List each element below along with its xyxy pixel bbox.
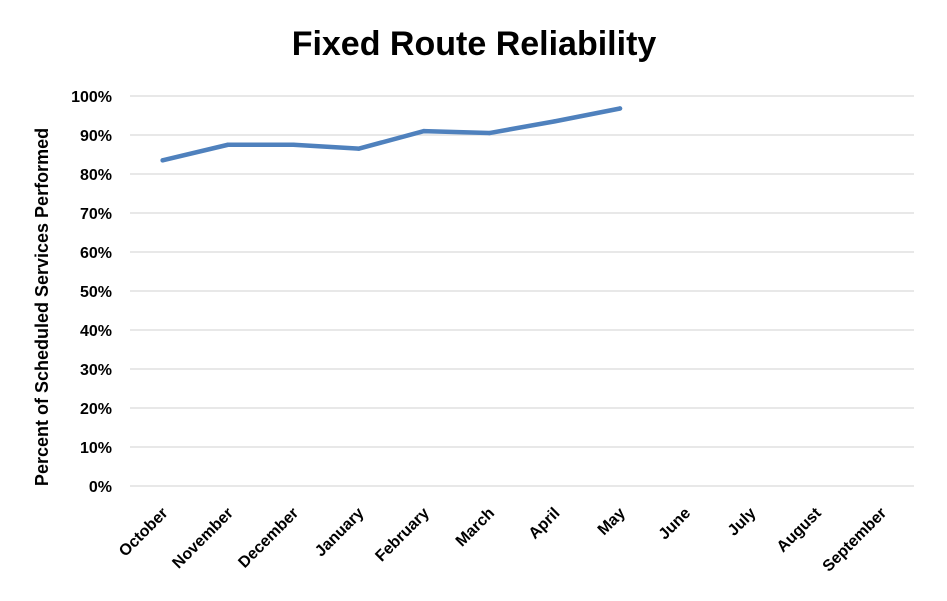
x-tick-label: August	[774, 504, 825, 555]
x-tick-label: March	[453, 505, 498, 550]
chart-title: Fixed Route Reliability	[292, 25, 657, 63]
y-tick-label: 20%	[80, 401, 112, 418]
series-line	[160, 106, 623, 163]
data-point	[291, 142, 296, 147]
x-tick-label: October	[116, 505, 171, 560]
data-point	[160, 158, 165, 163]
data-point	[552, 119, 557, 124]
y-tick-label: 100%	[71, 89, 112, 106]
y-tick-label: 40%	[80, 323, 112, 340]
x-tick-label: April	[526, 505, 564, 543]
x-tick-label: January	[312, 505, 367, 560]
y-tick-labels: 0% 10% 20% 30% 40% 50% 60% 70% 80% 90% 100%	[71, 89, 112, 496]
y-tick-label: 50%	[80, 284, 112, 301]
x-tick-label: September	[820, 505, 891, 576]
data-point	[421, 128, 427, 134]
y-tick-label: 70%	[80, 206, 112, 223]
y-tick-label: 60%	[80, 245, 112, 262]
series-layer	[160, 106, 623, 163]
data-point	[356, 146, 361, 151]
y-axis-label: Percent of Scheduled Services Performed	[32, 128, 52, 486]
x-tick-label: June	[656, 505, 694, 543]
x-tick-label: July	[725, 505, 760, 540]
gridlines	[130, 95, 914, 487]
x-tick-label: December	[235, 505, 302, 572]
y-tick-label: 30%	[80, 362, 112, 379]
x-tick-label: May	[595, 505, 629, 539]
y-tick-label: 80%	[80, 167, 112, 184]
y-tick-label: 10%	[80, 440, 112, 457]
data-point	[225, 142, 231, 147]
data-point	[487, 130, 492, 136]
x-tick-label: November	[169, 505, 236, 572]
data-point	[617, 106, 623, 111]
y-tick-label: 0%	[89, 479, 112, 496]
x-tick-label: February	[372, 505, 433, 566]
y-tick-label: 90%	[80, 128, 112, 145]
